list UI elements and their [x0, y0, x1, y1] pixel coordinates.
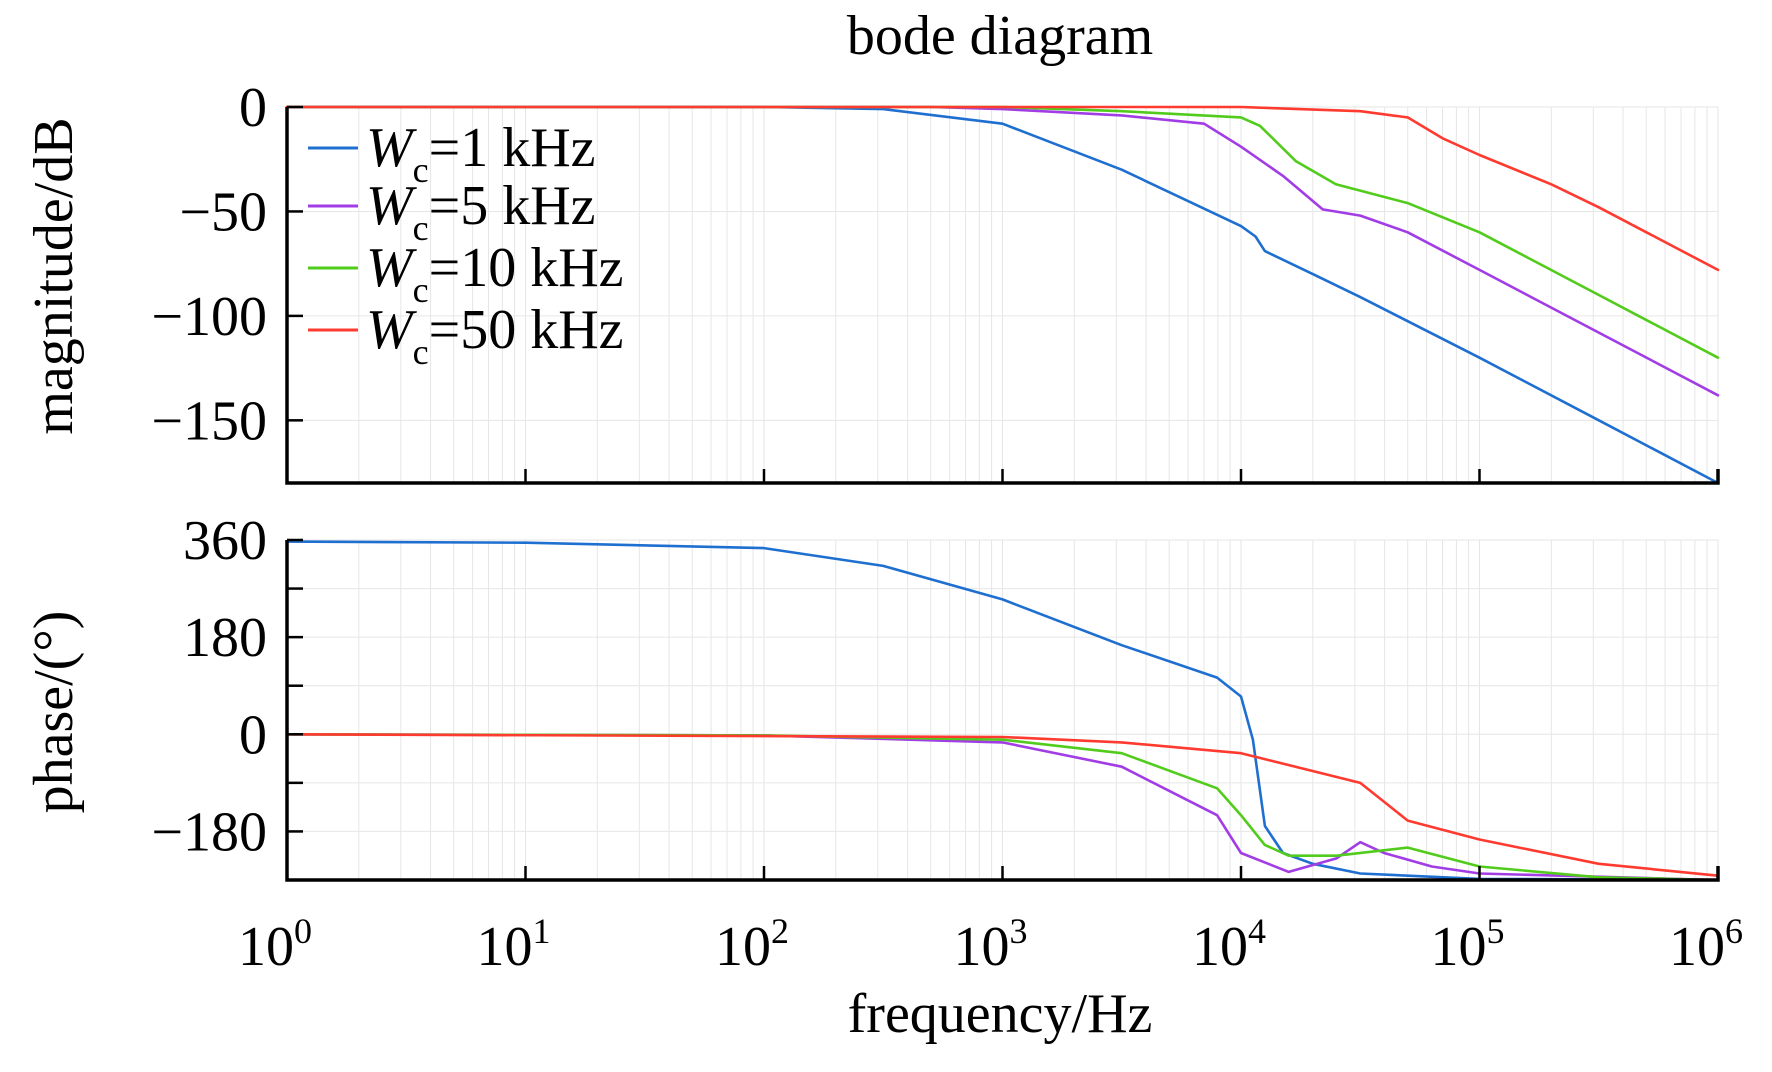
x-tick-base: 10	[1669, 916, 1725, 978]
x-tick-base: 10	[954, 916, 1010, 978]
magnitude-series-1khz	[285, 105, 1720, 485]
magnitude-y-tick-label: −150	[151, 390, 267, 452]
x-tick-base: 10	[715, 916, 771, 978]
x-tick-base: 10	[477, 916, 533, 978]
phase-y-tick-label: −180	[151, 801, 267, 863]
x-tick-exponent: 6	[1725, 911, 1743, 951]
x-tick-label: 100	[238, 911, 312, 978]
magnitude-y-ticks: 0 −50 −100 −150	[151, 77, 303, 452]
legend-label: =10 kHz	[429, 237, 624, 299]
chart-title: bode diagram	[847, 5, 1153, 67]
legend-symbol: W	[366, 117, 417, 179]
legend-symbol: W	[366, 299, 417, 361]
legend-label: =50 kHz	[429, 299, 624, 361]
x-tick-exponent: 0	[294, 911, 312, 951]
magnitude-series-group	[285, 105, 1720, 485]
legend-subscript: c	[413, 270, 429, 310]
x-tick-label: 104	[1192, 911, 1266, 978]
legend-label: =1 kHz	[429, 117, 596, 179]
x-tick-label: 102	[715, 911, 789, 978]
phase-y-tick-label: 0	[239, 704, 267, 766]
magnitude-y-axis-label: magnitude/dB	[23, 117, 85, 434]
legend-entry: Wc=1 kHz	[366, 117, 596, 190]
legend-subscript: c	[413, 150, 429, 190]
x-tick-base: 10	[1431, 916, 1487, 978]
magnitude-series-10khz	[285, 105, 1720, 359]
phase-series-5khz	[285, 733, 1720, 882]
legend-entry: Wc=5 kHz	[366, 175, 596, 248]
x-axis-ticks: 100 101 102 103 104 105 106	[238, 469, 1743, 978]
legend-entry: Wc=50 kHz	[366, 299, 624, 372]
x-tick-exponent: 1	[533, 911, 551, 951]
phase-y-tick-label: 360	[183, 510, 267, 572]
x-tick-base: 10	[238, 916, 294, 978]
magnitude-y-tick-label: 0	[239, 77, 267, 139]
phase-series-50khz	[285, 733, 1720, 877]
phase-y-ticks: 360 180 0 −180	[151, 510, 303, 882]
x-axis-label: frequency/Hz	[848, 983, 1153, 1045]
phase-series-1khz	[285, 540, 1720, 882]
legend-entry: Wc=10 kHz	[366, 237, 624, 310]
magnitude-series-5khz	[285, 105, 1720, 397]
magnitude-grid	[286, 106, 1719, 483]
magnitude-y-tick-label: −100	[151, 286, 267, 348]
x-tick-base: 10	[1192, 916, 1248, 978]
x-tick-exponent: 3	[1010, 911, 1028, 951]
phase-panel: 360 180 0 −180 phase/(°)	[23, 510, 1720, 882]
x-tick-label: 105	[1431, 911, 1505, 978]
x-tick-label: 103	[954, 911, 1028, 978]
legend-symbol: W	[366, 237, 417, 299]
x-tick-exponent: 5	[1487, 911, 1505, 951]
x-tick-exponent: 2	[771, 911, 789, 951]
phase-grid	[286, 539, 1719, 881]
phase-y-tick-label: 180	[183, 607, 267, 669]
phase-y-axis-label: phase/(°)	[23, 611, 85, 814]
magnitude-series-50khz	[285, 105, 1720, 272]
legend-subscript: c	[413, 208, 429, 248]
legend-symbol: W	[366, 175, 417, 237]
x-tick-label: 106	[1669, 911, 1743, 978]
legend-subscript: c	[413, 332, 429, 372]
magnitude-y-tick-label: −50	[179, 181, 267, 243]
x-tick-label: 101	[477, 911, 551, 978]
x-tick-exponent: 4	[1248, 911, 1266, 951]
legend-label: =5 kHz	[429, 175, 596, 237]
